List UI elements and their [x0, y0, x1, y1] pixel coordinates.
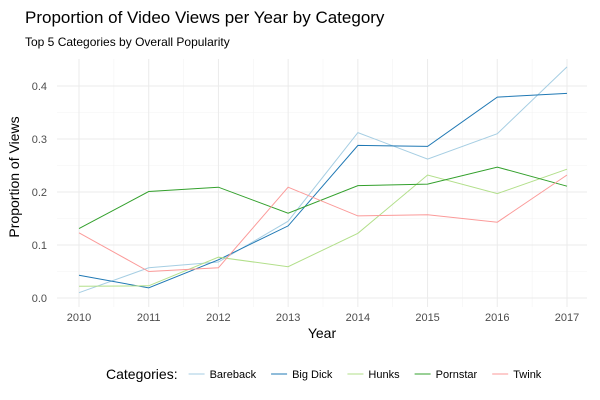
legend-label-bareback: Bareback [210, 369, 257, 381]
y-axis-title: Proportion of Views [6, 116, 22, 237]
series-line-twink [78, 174, 568, 273]
x-tick-label: 2011 [137, 312, 161, 324]
legend-label-big-dick: Big Dick [292, 369, 333, 381]
y-tick-label: 0.0 [32, 293, 47, 305]
chart-subtitle: Top 5 Categories by Overall Popularity [25, 35, 230, 49]
y-tick-label: 0.4 [32, 81, 47, 93]
x-axis-title: Year [308, 325, 337, 341]
plot-grid [57, 59, 587, 307]
series-line-big-dick [78, 92, 568, 289]
series-line-bareback [78, 66, 568, 294]
legend-label-pornstar: Pornstar [436, 369, 478, 381]
x-tick-label: 2017 [555, 312, 579, 324]
legend-label-twink: Twink [513, 369, 542, 381]
y-tick-label: 0.1 [32, 240, 47, 252]
legend-title: Categories: [106, 366, 178, 382]
x-tick-label: 2014 [346, 312, 370, 324]
x-axis-ticks: 2010 2011 2012 2013 2014 2015 2016 2017 [67, 312, 579, 324]
chart-title: Proportion of Video Views per Year by Ca… [25, 8, 385, 27]
x-tick-label: 2015 [415, 312, 439, 324]
x-tick-label: 2010 [67, 312, 91, 324]
series-line-hunks [78, 168, 568, 287]
legend-label-hunks: Hunks [368, 369, 400, 381]
legend: Categories: Bareback Big Dick Hunks Pornsta… [106, 366, 542, 382]
x-tick-label: 2013 [276, 312, 300, 324]
x-tick-label: 2016 [485, 312, 509, 324]
y-tick-label: 0.3 [32, 134, 47, 146]
x-tick-label: 2012 [206, 312, 230, 324]
series-lines [78, 66, 568, 294]
y-axis-ticks: 0.0 0.1 0.2 0.3 0.4 [32, 81, 47, 305]
series-line-pornstar [78, 166, 568, 230]
y-tick-label: 0.2 [32, 187, 47, 199]
